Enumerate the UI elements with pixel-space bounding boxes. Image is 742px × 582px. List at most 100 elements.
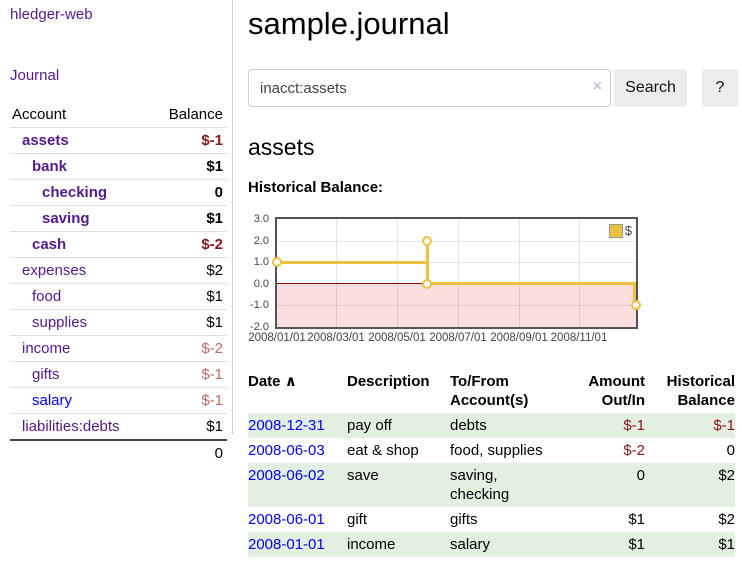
data-point-marker [272, 257, 282, 268]
sidebar-account-row: food $1 [10, 283, 227, 310]
sidebar-account-link-supplies[interactable]: supplies [32, 314, 88, 331]
gridline [336, 219, 337, 327]
sidebar-accounts-header: Account Balance [10, 102, 227, 128]
sidebar-account-link-saving[interactable]: saving [42, 210, 90, 227]
gridline [579, 219, 580, 327]
accounts-column-header: To/From Account(s) [450, 369, 568, 413]
amount-header-line2: Out/In [601, 392, 645, 409]
sidebar-account-row: salary $-1 [10, 387, 227, 414]
sidebar-account-link-gifts[interactable]: gifts [32, 366, 60, 383]
sidebar: hledger-web Journal Account Balance asse… [0, 0, 233, 462]
sidebar-account-link-expenses[interactable]: expenses [22, 262, 87, 279]
transaction-accounts: saving, checking [450, 463, 568, 507]
sidebar-account-link-income[interactable]: income [22, 340, 71, 357]
sidebar-account-link-bank[interactable]: bank [32, 158, 68, 175]
transaction-amount: $1 [568, 532, 645, 557]
sidebar-account-link-assets[interactable]: assets [22, 132, 69, 149]
series-line [277, 260, 429, 264]
transaction-date-link[interactable]: 2008-06-02 [248, 467, 325, 484]
gridline [519, 219, 520, 327]
y-tick-label: 1.0 [253, 256, 269, 269]
register-row: 2008-12-31 pay off debts $-1 $-1 [248, 413, 735, 438]
transaction-description: eat & shop [347, 442, 419, 459]
gridline [277, 305, 636, 307]
sidebar-item-journal[interactable]: Journal [10, 67, 60, 84]
transaction-description: pay off [347, 413, 450, 438]
date-header-label: Date [248, 373, 281, 390]
account-balance: $-1 [201, 366, 223, 383]
gridline [458, 219, 459, 327]
accounts-header-line2: Account(s) [450, 392, 529, 409]
account-balance: 0 [214, 184, 223, 201]
y-tick-label: 2.0 [253, 234, 269, 247]
chart-y-axis: 3.0 2.0 1.0 0.0 -1.0 -2.0 [235, 213, 269, 333]
transaction-balance: $2 [718, 511, 735, 528]
gridline [277, 240, 636, 242]
transaction-balance: $-1 [645, 413, 735, 438]
x-tick-label: 2008/11/01 [550, 332, 608, 344]
historical-balance-chart: 3.0 2.0 1.0 0.0 -1.0 -2.0 [248, 213, 641, 348]
transaction-amount: $1 [628, 511, 645, 528]
register-row: 2008-06-01 gift gifts $1 $2 [248, 507, 735, 532]
sidebar-account-row: income $-2 [10, 335, 227, 362]
balance-column-header: Historical Balance [645, 369, 735, 413]
account-balance: $1 [206, 418, 223, 435]
balance-header-line1: Historical [666, 373, 735, 390]
sidebar-accounts-table: Account Balance assets $-1 bank $1 check… [10, 102, 227, 466]
sidebar-account-link-salary[interactable]: salary [32, 392, 73, 409]
x-tick-label: 2008/03/01 [307, 332, 365, 344]
transaction-date-link[interactable]: 2008-01-01 [248, 536, 325, 553]
transaction-amount: $-1 [568, 413, 645, 438]
data-point-marker [631, 300, 641, 311]
transaction-accounts: food, supplies [450, 442, 543, 459]
register-table: Date ∧ Description To/From Account(s) Am… [248, 369, 735, 557]
gridline [277, 262, 636, 264]
brand-link[interactable]: hledger-web [10, 6, 93, 23]
chart-heading: Historical Balance: [248, 179, 384, 196]
accounts-header-line1: To/From [450, 373, 509, 390]
account-balance: $-1 [201, 132, 223, 149]
account-balance: $-2 [201, 340, 223, 357]
x-tick-label: 2008/09/01 [490, 332, 548, 344]
sidebar-account-link-liabilities-debts[interactable]: liabilities:debts [22, 418, 120, 435]
register-row: 2008-06-03 eat & shop food, supplies $-2… [248, 438, 735, 463]
page-title: sample.journal [248, 6, 450, 41]
transaction-balance: $1 [645, 532, 735, 557]
legend-swatch-icon [608, 223, 623, 238]
transaction-balance: 0 [726, 442, 735, 459]
negative-region-fill [277, 283, 636, 327]
description-column-header: Description [347, 373, 430, 390]
sidebar-account-link-cash[interactable]: cash [32, 236, 67, 253]
y-tick-label: -2.0 [250, 321, 269, 333]
y-tick-label: 3.0 [253, 213, 269, 225]
help-button[interactable]: ? [702, 69, 738, 107]
transaction-description: income [347, 532, 450, 557]
clear-search-icon[interactable]: × [592, 78, 602, 95]
account-balance: $-1 [201, 392, 223, 409]
account-column-header: Account [12, 106, 67, 123]
account-balance: $1 [206, 314, 223, 331]
sidebar-account-link-food[interactable]: food [32, 288, 62, 305]
sidebar-account-row: cash $-2 [10, 231, 227, 258]
search-input[interactable] [248, 69, 611, 107]
transaction-date-link[interactable]: 2008-06-01 [248, 511, 325, 528]
transaction-amount: 0 [568, 463, 645, 507]
account-balance: $1 [206, 210, 223, 227]
sidebar-account-link-checking[interactable]: checking [42, 184, 108, 201]
account-balance: $-2 [201, 236, 223, 253]
y-tick-label: -1.0 [250, 299, 269, 312]
x-tick-label: 2008/01/01 [248, 332, 306, 344]
sidebar-total-balance: 0 [214, 445, 223, 462]
y-tick-label: 0.0 [253, 277, 269, 290]
register-row: 2008-06-02 save saving, checking 0 $2 [248, 463, 735, 507]
transaction-accounts: gifts [450, 511, 478, 528]
transaction-date-link[interactable]: 2008-06-03 [248, 442, 325, 459]
search-form: × Search ? [248, 69, 742, 107]
balance-header-line2: Balance [677, 392, 735, 409]
x-tick-label: 2008/05/01 [368, 332, 426, 344]
transaction-description: save [347, 463, 450, 507]
transaction-date-link[interactable]: 2008-12-31 [248, 417, 325, 434]
date-column-header[interactable]: Date ∧ [248, 369, 347, 413]
register-header-row: Date ∧ Description To/From Account(s) Am… [248, 369, 735, 413]
search-button[interactable]: Search [614, 69, 687, 107]
